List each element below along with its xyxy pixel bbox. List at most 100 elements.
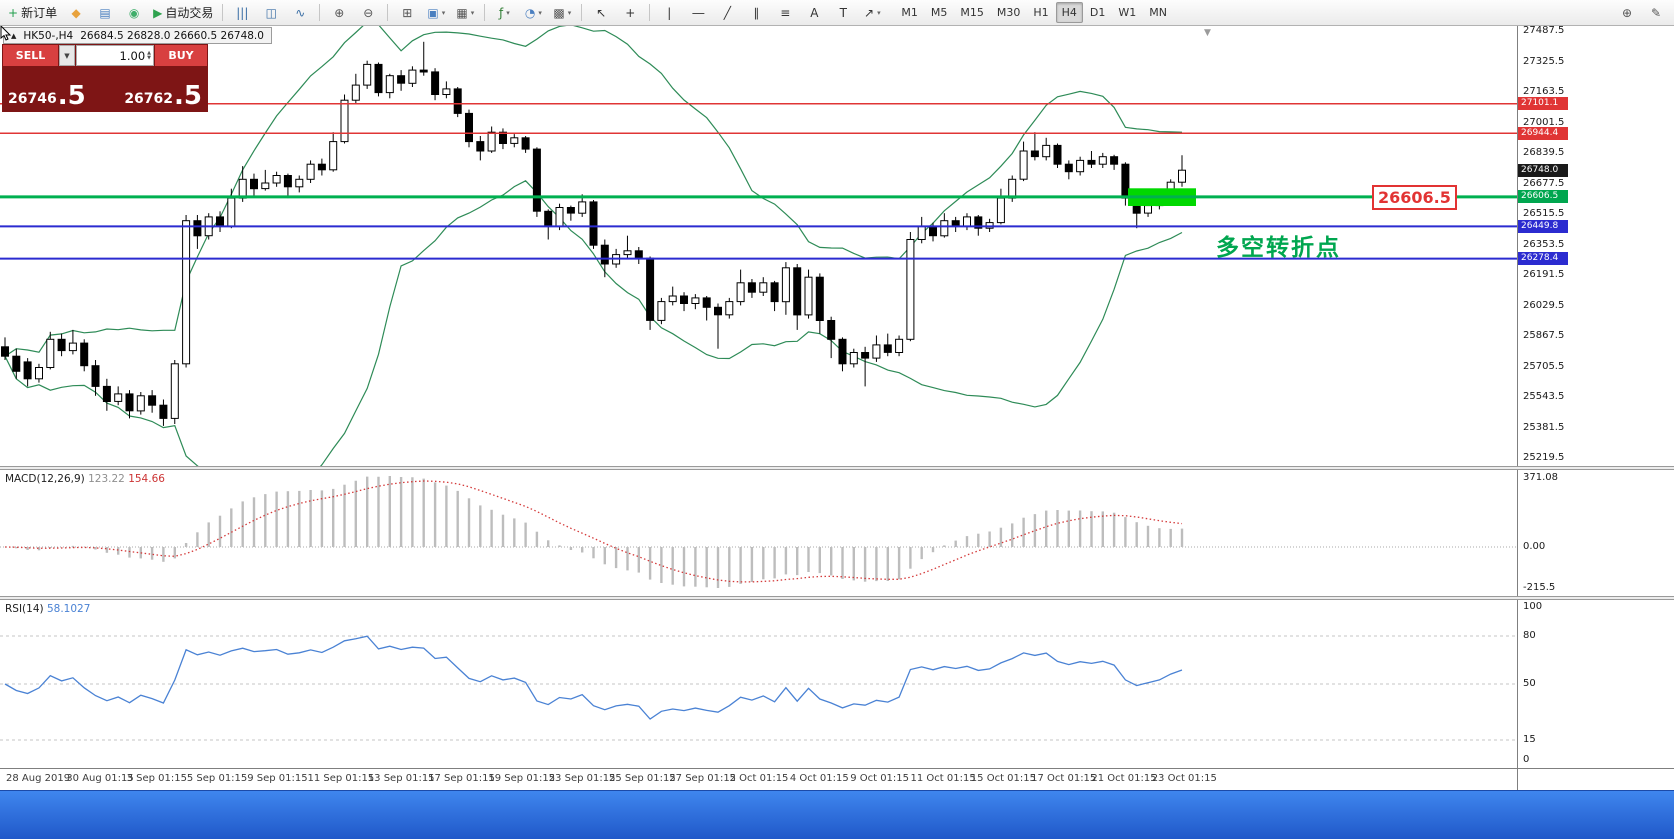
vertical-line-button[interactable]: | (655, 2, 683, 24)
text-button[interactable]: A (800, 2, 828, 24)
price-axis-label: 26839.5 (1523, 147, 1565, 158)
panel-splitter[interactable] (0, 596, 1674, 600)
timeframe-mn[interactable]: MN (1149, 6, 1167, 19)
pencil-icon: ✎ (1650, 5, 1662, 20)
sell-price[interactable]: 26746.5 (8, 81, 86, 111)
macd-pane[interactable]: MACD(12,26,9) 123.22 154.66 (0, 470, 1517, 596)
chart-title-tab[interactable]: ▲ HK50-,H4 26684.5 26828.0 26660.5 26748… (3, 27, 272, 44)
volume-input[interactable]: 1.00 ▲ ▼ (76, 45, 154, 66)
chart-shift-marker[interactable]: ▼ (1204, 28, 1211, 38)
autotrading-button[interactable]: ▶ 自动交易 (149, 2, 217, 24)
horizontal-line-button[interactable]: ― (684, 2, 712, 24)
time-axis-label: 25 Sep 01:15 (609, 773, 676, 784)
taskbar[interactable] (0, 790, 1674, 839)
new-chart-button[interactable]: ▣ ▾ (422, 2, 450, 24)
timeframe-m5[interactable]: M5 (930, 6, 948, 19)
volume-dropdown-button[interactable]: ▼ (59, 45, 75, 66)
timeframe-d1[interactable]: D1 (1089, 6, 1106, 19)
timeframe-h1[interactable]: H1 (1033, 6, 1049, 19)
price-axis-label: 27001.5 (1523, 116, 1565, 128)
tile-windows-icon: ⊞ (402, 5, 413, 20)
magnifier-button[interactable]: ⊕ (1613, 2, 1641, 24)
trendline-button[interactable]: ╱ (713, 2, 741, 24)
channel-icon: ∥ (753, 5, 760, 20)
price-axis-label: 26191.5 (1523, 269, 1565, 280)
volume-spinner[interactable]: ▲ ▼ (147, 50, 151, 61)
timeframe-toolbar: M1 M5 M15 M30 H1 H4 D1 W1 MN (895, 2, 1173, 23)
arrows-button[interactable]: ↗ ▾ (858, 2, 886, 24)
macd-chart[interactable] (0, 470, 1517, 596)
zoom-in-button[interactable]: ⊕ (325, 2, 353, 24)
toolbar-separator (581, 4, 583, 21)
label-icon: T (839, 5, 847, 20)
templates-button[interactable]: ▩ ▾ (548, 2, 576, 24)
time-axis-label: 17 Oct 01:15 (1031, 773, 1097, 784)
timeframe-m1[interactable]: M1 (901, 6, 918, 19)
pivot-annotation: 多空转折点 (1216, 235, 1341, 261)
tile-windows-button[interactable]: ⊞ (393, 2, 421, 24)
buy-button[interactable]: BUY (155, 45, 207, 66)
crosshair-button[interactable]: + (616, 2, 644, 24)
time-axis[interactable]: 28 Aug 2019 30 Aug 01:15 3 Sep 01:15 5 Sep … (0, 768, 1517, 791)
candlestick-chart-button[interactable]: ◫ (257, 2, 285, 24)
toolbar-separator (649, 4, 651, 21)
macd-main-value: 123.22 (88, 473, 125, 485)
price-axis-label: 25867.5 (1523, 330, 1565, 341)
clock-icon: ◔ (524, 5, 536, 20)
timeframe-h4[interactable]: H4 (1055, 2, 1083, 23)
price-axis-label: 25219.5 (1523, 452, 1565, 463)
vertical-line-icon: | (667, 5, 672, 20)
new-order-icon: + (8, 5, 19, 20)
signals-button[interactable]: ◉ (120, 2, 148, 24)
time-axis-label: 28 Aug 2019 (6, 773, 71, 784)
bar-chart-button[interactable]: ||| (228, 2, 256, 24)
timeframe-m30[interactable]: M30 (996, 6, 1021, 19)
charts-icon: ▤ (99, 5, 111, 20)
edit-button[interactable]: ✎ (1642, 2, 1670, 24)
magnifier-icon: ⊕ (1621, 5, 1633, 20)
time-axis-label: 11 Sep 01:15 (307, 773, 375, 784)
price-axis[interactable]: 27487.5 27325.5 27163.5 27001.5 26839.5 26677… (1517, 25, 1674, 466)
rsi-chart[interactable] (0, 600, 1517, 768)
metaeditor-button[interactable]: ◆ (62, 2, 90, 24)
arrow-object-icon: ↗ (864, 5, 875, 20)
panel-splitter[interactable] (0, 466, 1674, 470)
buy-price[interactable]: 26762.5 (124, 81, 202, 111)
price-chart-pane[interactable]: ▲ HK50-,H4 26684.5 26828.0 26660.5 26748… (0, 26, 1517, 466)
price-axis-label: 27325.5 (1523, 55, 1565, 67)
time-axis-label: 4 Oct 01:15 (789, 773, 849, 784)
timeframe-m15[interactable]: M15 (960, 6, 984, 19)
rsi-axis-label: 100 (1523, 601, 1543, 612)
rsi-axis-label: 80 (1523, 630, 1536, 641)
chart-symbol-period: HK50-,H4 (23, 29, 74, 42)
periods-button[interactable]: ◔ ▾ (519, 2, 547, 24)
new-chart-icon: ▣ (427, 5, 439, 20)
indicators-button[interactable]: ƒ ▾ (490, 2, 518, 24)
rsi-pane[interactable]: RSI(14) 58.1027 (0, 600, 1517, 768)
channel-button[interactable]: ∥ (742, 2, 770, 24)
charts-button[interactable]: ▤ (91, 2, 119, 24)
zoom-out-button[interactable]: ⊖ (354, 2, 382, 24)
macd-signal-value: 154.66 (128, 473, 165, 485)
fibonacci-button[interactable]: ≡ (771, 2, 799, 24)
profiles-button[interactable]: ▦ ▾ (451, 2, 479, 24)
label-button[interactable]: T (829, 2, 857, 24)
time-axis-label: 5 Sep 01:15 (186, 773, 248, 784)
spinner-down-icon: ▼ (147, 54, 151, 61)
dropdown-caret-icon: ▾ (538, 8, 542, 17)
macd-axis-label: -215.5 (1523, 582, 1556, 593)
time-axis-label: 9 Oct 01:15 (850, 773, 910, 784)
cursor-button[interactable]: ↖ (587, 2, 615, 24)
timeframe-w1[interactable]: W1 (1118, 6, 1137, 19)
new-order-button[interactable]: + 新订单 (4, 2, 61, 24)
toolbar-separator (319, 4, 321, 21)
time-axis-label: 17 Sep 01:15 (428, 773, 495, 784)
price-axis-label: 25705.5 (1523, 360, 1565, 372)
line-chart-button[interactable]: ∿ (286, 2, 314, 24)
sell-button[interactable]: SELL (3, 45, 58, 66)
price-flag-label[interactable]: 26606.5 (1372, 185, 1457, 210)
price-axis-label: 26029.5 (1523, 299, 1565, 311)
candlestick-icon: ◫ (265, 5, 277, 20)
candlestick-chart[interactable] (0, 26, 1517, 466)
bar-chart-icon: ||| (236, 5, 249, 20)
